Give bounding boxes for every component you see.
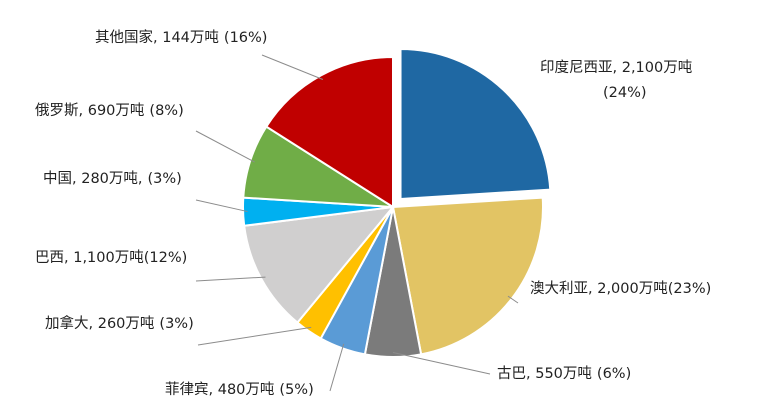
leader-line [195,130,255,163]
leader-line [197,326,312,346]
slice-value-label: (6%) [597,366,631,382]
slice-label: 印度尼西亚, 2,100万吨 [540,59,692,76]
slice-value-label: (23%) [668,281,712,297]
slice-label-group: 古巴, 550万吨 (6%) [497,365,631,382]
slice-label: 菲律宾, 480万吨 [165,381,274,398]
slice-label-group: 加拿大, 260万吨 (3%) [45,314,194,332]
slice-value-label: (12%) [144,250,188,266]
slice-value-label: (3%) [159,316,193,332]
slice-label: 中国, 280万吨, [43,170,143,187]
slice-label: 其他国家, 144万吨 [95,29,219,46]
slice-value-label: (8%) [149,103,183,119]
slice-label: 澳大利亚, 2,000万吨 [530,280,668,297]
slice-label-group: 菲律宾, 480万吨 (5%) [165,381,314,398]
slice-value-label: (16%) [224,30,268,46]
slice-value-label: (3%) [148,171,182,187]
slice-label-group: 其他国家, 144万吨 (16%) [95,29,267,46]
slice-value-label: (5%) [279,382,313,398]
pie-slice [399,47,552,201]
slice-label-group: 俄罗斯, 690万吨 (8%) [35,102,184,119]
slice-label: 俄罗斯, 690万吨 [35,102,144,119]
slice-label-group: 中国, 280万吨, (3%) [43,170,182,187]
slice-label: 古巴, 550万吨 [497,365,592,382]
leader-line [507,295,519,304]
leader-line [195,276,266,282]
leader-line [392,352,491,375]
pie-slice [264,55,394,209]
leader-line [195,199,248,213]
leader-line [261,54,324,80]
slice-label-group: 澳大利亚, 2,000万吨(23%) [530,280,711,297]
slice-label: 加拿大, 260万吨 [45,314,154,332]
slice-label-group: 巴西, 1,100万吨(12%) [35,249,187,266]
slice-label: 巴西, 1,100万吨 [35,249,144,266]
slice-value-label: (24%) [603,85,647,101]
leader-line [329,343,345,392]
pie-slice [243,205,396,324]
